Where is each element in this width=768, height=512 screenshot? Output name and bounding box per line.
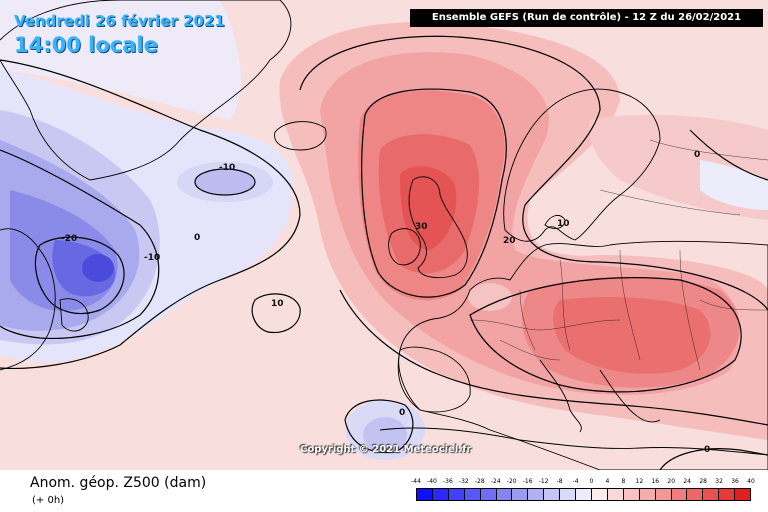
legend-tick-label: 40 [747, 478, 755, 485]
legend-tick-label: 0 [589, 478, 594, 485]
legend-swatch [639, 489, 656, 500]
legend-tick-label: 8 [621, 478, 626, 485]
map-footer: Anom. géop. Z500 (dam) (+ 0h) -44 -40 -36-… [0, 470, 768, 512]
legend-swatch [671, 489, 688, 500]
contour-label: -10 [144, 253, 161, 263]
legend-swatch [576, 489, 592, 500]
legend-swatch [417, 489, 433, 500]
copyright-notice: Copyright © 2021 Meteociel.fr [300, 444, 472, 455]
forecast-date: Vendredi 26 février 2021 [14, 12, 225, 30]
forecast-time: 14:00 locale [14, 33, 158, 57]
legend-tick-label: -24 [490, 478, 501, 485]
legend-swatch [591, 489, 608, 500]
positive-anomaly-region [279, 22, 768, 440]
contour-label: 20 [503, 236, 516, 246]
contour-label: 30 [415, 222, 428, 232]
run-info-banner: Ensemble GEFS (Run de contrôle) - 12 Z d… [410, 9, 763, 27]
country-borders [469, 139, 768, 371]
legend-swatch [496, 489, 513, 500]
anomaly-map: Vendredi 26 février 2021 14:00 locale En… [0, 0, 768, 470]
coastlines [0, 0, 768, 470]
contour-label: 10 [271, 299, 284, 309]
legend-swatch [544, 489, 561, 500]
contour-label: 0 [399, 408, 406, 418]
legend-tick-label: -44 [411, 478, 421, 485]
legend-tick-label: -40 [427, 478, 437, 485]
legend-swatch [687, 489, 704, 500]
map-canvas [0, 0, 768, 470]
legend-tick-label: 4 [605, 478, 610, 485]
legend-swatch [512, 489, 529, 500]
legend-swatch [448, 489, 465, 500]
legend-tick-label: -12 [538, 478, 549, 485]
legend-swatches [416, 488, 751, 501]
legend-swatch [703, 489, 720, 500]
legend-swatch [528, 489, 545, 500]
legend-swatch [623, 489, 640, 500]
color-legend: -44 -40 -36 -32 -28 -24 -20 -16 -12 -8 -4 0 4 8 12 16 20… [411, 478, 755, 506]
contour-label: -20 [61, 234, 78, 244]
legend-tick-label: 12 [635, 478, 644, 485]
legend-tick-label: -28 [474, 478, 485, 485]
legend-swatch [480, 489, 497, 500]
legend-tick-label: 16 [651, 478, 660, 485]
anomaly-contours [0, 35, 768, 470]
legend-tick-label: 24 [683, 478, 692, 485]
legend-swatch [655, 489, 672, 500]
legend-swatch [560, 489, 577, 500]
legend-tick-label: -4 [572, 478, 579, 485]
contour-label: 0 [704, 445, 711, 455]
legend-swatch [719, 489, 736, 500]
legend-tick-label: 36 [731, 478, 739, 485]
legend-swatch [464, 489, 481, 500]
legend-tick-label: 32 [715, 478, 723, 485]
contour-label: 0 [194, 233, 201, 243]
legend-tick-label: -32 [458, 478, 469, 485]
legend-tick-label: 20 [667, 478, 676, 485]
contour-label: -10 [219, 163, 236, 173]
legend-swatch [735, 489, 751, 500]
lead-time: (+ 0h) [32, 495, 65, 506]
contour-label: 10 [557, 219, 570, 229]
legend-swatch [432, 489, 449, 500]
legend-tick-label: -8 [556, 478, 563, 485]
legend-tick-labels: -44 -40 -36 -32 -28 -24 -20 -16 -12 -8 -4 0 4 8 12 16 20… [411, 478, 755, 488]
legend-tick-label: -36 [442, 478, 453, 485]
legend-swatch [607, 489, 624, 500]
legend-tick-label: -16 [522, 478, 533, 485]
legend-tick-label: -20 [506, 478, 517, 485]
legend-tick-label: 28 [699, 478, 707, 485]
contour-label: 0 [694, 150, 701, 160]
variable-title: Anom. géop. Z500 (dam) [30, 475, 207, 491]
